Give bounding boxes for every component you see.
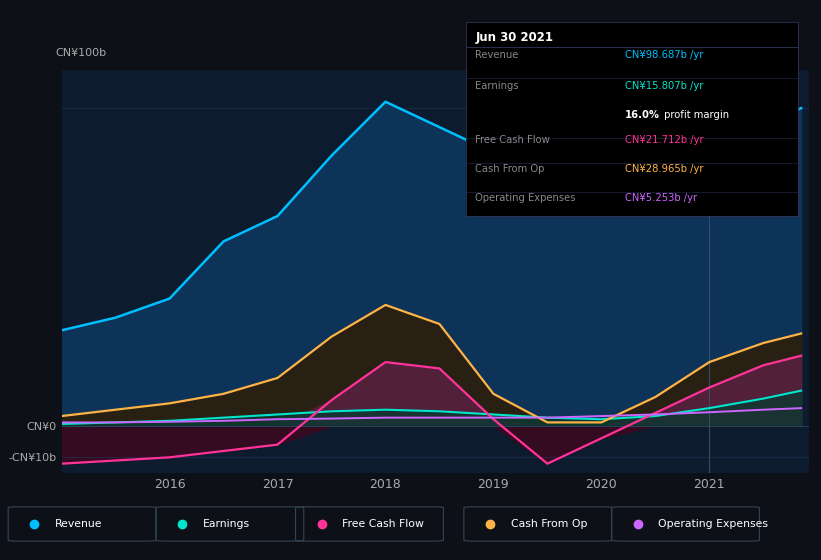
Text: profit margin: profit margin (661, 110, 729, 120)
Text: Cash From Op: Cash From Op (511, 519, 587, 529)
Text: CN¥100b: CN¥100b (56, 48, 107, 58)
Text: CN¥28.965b /yr: CN¥28.965b /yr (625, 165, 704, 174)
Text: Earnings: Earnings (475, 81, 519, 91)
Text: CN¥21.712b /yr: CN¥21.712b /yr (625, 136, 704, 146)
Text: Cash From Op: Cash From Op (475, 165, 545, 174)
Text: Operating Expenses: Operating Expenses (475, 193, 576, 203)
Text: 16.0%: 16.0% (625, 110, 660, 120)
Text: Earnings: Earnings (203, 519, 250, 529)
Text: Revenue: Revenue (475, 50, 519, 60)
Text: CN¥98.687b /yr: CN¥98.687b /yr (625, 50, 704, 60)
Text: Free Cash Flow: Free Cash Flow (475, 136, 550, 146)
Text: CN¥15.807b /yr: CN¥15.807b /yr (625, 81, 704, 91)
Text: Jun 30 2021: Jun 30 2021 (475, 31, 553, 44)
Text: Revenue: Revenue (55, 519, 103, 529)
Text: CN¥5.253b /yr: CN¥5.253b /yr (625, 193, 697, 203)
Text: Free Cash Flow: Free Cash Flow (342, 519, 424, 529)
Text: Operating Expenses: Operating Expenses (658, 519, 768, 529)
